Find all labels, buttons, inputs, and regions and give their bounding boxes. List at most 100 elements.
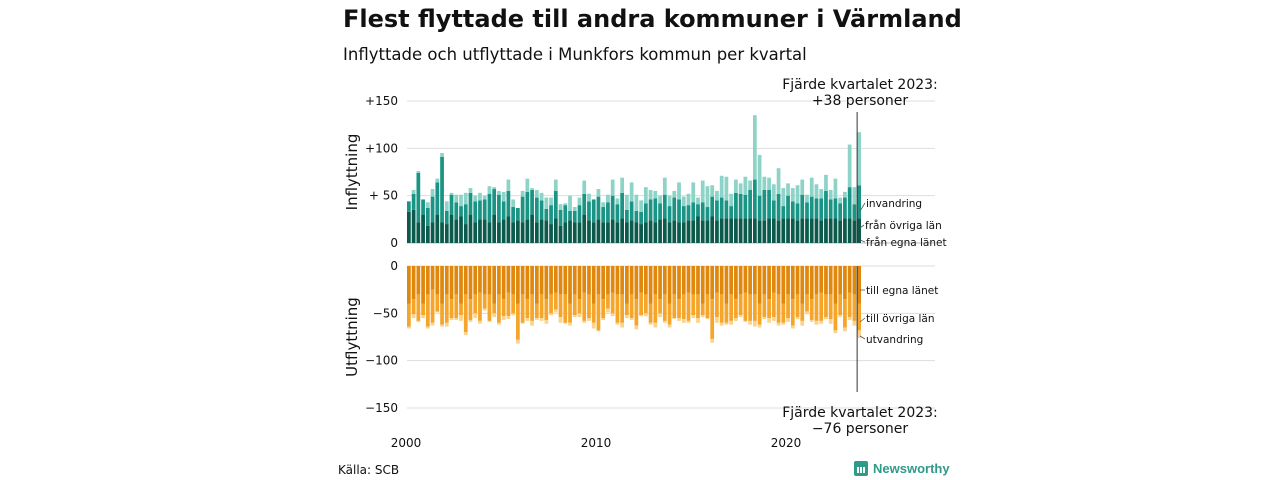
inflow-bar-segment[interactable] (757, 154, 762, 196)
outflow-bar-segment[interactable] (639, 292, 643, 316)
inflow-bar-segment[interactable] (719, 218, 724, 243)
inflow-bar-segment[interactable] (558, 204, 563, 210)
outflow-bar-segment[interactable] (724, 303, 729, 323)
inflow-bar-segment[interactable] (724, 200, 729, 219)
outflow-bar-segment[interactable] (577, 313, 582, 318)
outflow-bar-segment[interactable] (738, 266, 743, 295)
outflow-bar-segment[interactable] (819, 320, 824, 324)
outflow-bar-segment[interactable] (786, 318, 790, 322)
outflow-bar-segment[interactable] (587, 266, 591, 295)
outflow-bar-segment[interactable] (568, 266, 572, 304)
outflow-bar-segment[interactable] (800, 320, 805, 326)
outflow-bar-segment[interactable] (805, 311, 809, 315)
outflow-bar-segment[interactable] (459, 315, 463, 321)
inflow-bar-segment[interactable] (795, 220, 800, 243)
outflow-bar-segment[interactable] (454, 294, 459, 319)
outflow-bar-segment[interactable] (416, 320, 421, 322)
outflow-bar-segment[interactable] (762, 266, 767, 295)
outflow-bar-segment[interactable] (587, 318, 591, 321)
outflow-bar-segment[interactable] (620, 322, 625, 328)
inflow-bar-segment[interactable] (629, 220, 634, 243)
outflow-bar-segment[interactable] (795, 294, 800, 318)
inflow-bar-segment[interactable] (814, 218, 819, 243)
outflow-bar-segment[interactable] (449, 299, 454, 319)
outflow-bar-segment[interactable] (553, 292, 558, 310)
outflow-bar-segment[interactable] (719, 266, 724, 295)
outflow-bar-segment[interactable] (482, 308, 487, 311)
inflow-bar-segment[interactable] (563, 203, 568, 206)
inflow-bar-segment[interactable] (492, 187, 497, 190)
outflow-bar-segment[interactable] (795, 266, 800, 295)
inflow-bar-segment[interactable] (653, 222, 658, 243)
outflow-bar-segment[interactable] (487, 320, 492, 322)
outflow-bar-segment[interactable] (544, 266, 549, 300)
inflow-bar-segment[interactable] (606, 194, 610, 203)
inflow-bar-segment[interactable] (833, 178, 838, 199)
outflow-bar-segment[interactable] (615, 322, 620, 325)
outflow-bar-segment[interactable] (425, 326, 430, 329)
outflow-bar-segment[interactable] (463, 332, 468, 336)
inflow-bar-segment[interactable] (492, 214, 497, 243)
outflow-bar-segment[interactable] (497, 294, 501, 323)
outflow-bar-segment[interactable] (705, 266, 710, 295)
inflow-bar-segment[interactable] (577, 222, 582, 243)
inflow-bar-segment[interactable] (497, 190, 501, 195)
inflow-bar-segment[interactable] (814, 198, 819, 219)
inflow-bar-segment[interactable] (748, 189, 752, 219)
outflow-bar-segment[interactable] (421, 303, 425, 316)
inflow-bar-segment[interactable] (506, 216, 511, 243)
inflow-bar-segment[interactable] (430, 222, 435, 243)
outflow-bar-segment[interactable] (421, 315, 425, 319)
outflow-bar-segment[interactable] (847, 292, 852, 318)
inflow-bar-segment[interactable] (620, 218, 625, 243)
outflow-bar-segment[interactable] (843, 299, 847, 328)
inflow-bar-segment[interactable] (738, 183, 743, 194)
outflow-bar-segment[interactable] (492, 303, 497, 314)
inflow-bar-segment[interactable] (667, 206, 672, 223)
inflow-bar-segment[interactable] (625, 209, 629, 223)
inflow-bar-segment[interactable] (482, 199, 487, 220)
inflow-bar-segment[interactable] (748, 218, 752, 243)
inflow-bar-segment[interactable] (601, 222, 606, 243)
inflow-bar-segment[interactable] (520, 196, 525, 223)
outflow-bar-segment[interactable] (771, 292, 776, 318)
inflow-bar-segment[interactable] (459, 194, 463, 207)
outflow-bar-segment[interactable] (539, 318, 544, 321)
outflow-bar-segment[interactable] (435, 311, 440, 313)
inflow-bar-segment[interactable] (805, 194, 809, 203)
outflow-bar-segment[interactable] (482, 266, 487, 295)
outflow-bar-segment[interactable] (625, 315, 629, 319)
outflow-bar-segment[interactable] (790, 266, 795, 300)
inflow-bar-segment[interactable] (601, 207, 606, 223)
outflow-bar-segment[interactable] (511, 266, 516, 295)
inflow-bar-segment[interactable] (634, 210, 639, 223)
outflow-bar-segment[interactable] (511, 294, 516, 314)
outflow-bar-segment[interactable] (582, 292, 587, 321)
inflow-bar-segment[interactable] (786, 218, 790, 243)
inflow-bar-segment[interactable] (705, 207, 710, 221)
inflow-bar-segment[interactable] (444, 201, 449, 211)
outflow-bar-segment[interactable] (767, 266, 771, 300)
inflow-bar-segment[interactable] (648, 189, 653, 200)
outflow-bar-segment[interactable] (534, 303, 539, 319)
inflow-bar-segment[interactable] (411, 209, 416, 243)
inflow-bar-segment[interactable] (421, 199, 425, 215)
inflow-bar-segment[interactable] (677, 222, 681, 243)
inflow-bar-segment[interactable] (838, 220, 843, 243)
inflow-bar-segment[interactable] (430, 196, 435, 223)
inflow-bar-segment[interactable] (790, 218, 795, 243)
inflow-bar-segment[interactable] (824, 174, 828, 191)
inflow-bar-segment[interactable] (700, 220, 705, 243)
inflow-bar-segment[interactable] (463, 192, 468, 205)
inflow-bar-segment[interactable] (762, 220, 767, 243)
outflow-bar-segment[interactable] (681, 319, 686, 323)
outflow-bar-segment[interactable] (492, 266, 497, 304)
outflow-bar-segment[interactable] (847, 266, 852, 293)
outflow-bar-segment[interactable] (563, 294, 568, 323)
inflow-bar-segment[interactable] (639, 211, 643, 225)
outflow-bar-segment[interactable] (558, 317, 563, 323)
outflow-bar-segment[interactable] (700, 315, 705, 318)
inflow-bar-segment[interactable] (696, 216, 700, 243)
inflow-bar-segment[interactable] (648, 199, 653, 221)
inflow-bar-segment[interactable] (729, 218, 734, 243)
